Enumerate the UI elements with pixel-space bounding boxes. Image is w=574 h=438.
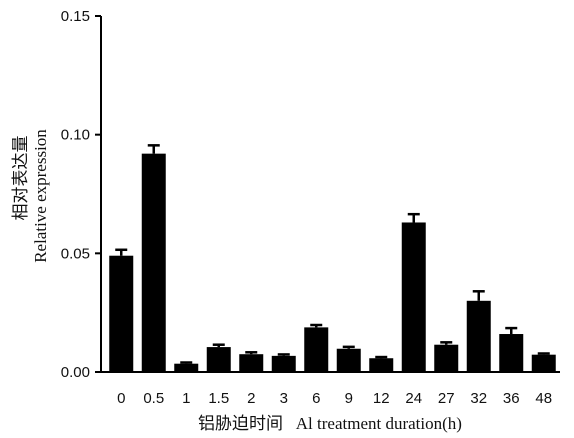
bar-36 <box>499 334 524 372</box>
bar-12 <box>369 358 394 372</box>
y-axis-title-english: Relative expression <box>31 129 50 263</box>
bars <box>109 153 556 372</box>
bar-9 <box>336 348 361 372</box>
x-tick-label: 2 <box>247 390 255 407</box>
bar-1.5 <box>206 347 231 372</box>
x-tick-label: 0.5 <box>143 390 164 407</box>
bar-6 <box>304 327 329 372</box>
x-tick-label: 12 <box>373 390 390 407</box>
y-tick-label: 0.00 <box>61 364 90 381</box>
x-tick-label: 1.5 <box>208 390 229 407</box>
x-tick-label: 24 <box>405 390 422 407</box>
bar-32 <box>466 300 491 372</box>
bar-0 <box>109 255 134 372</box>
bar-3 <box>271 355 296 372</box>
bar-2 <box>239 354 264 372</box>
x-axis-title: 铝胁迫时间 Al treatment duration(h) <box>198 414 462 433</box>
x-tick-label: 27 <box>438 390 455 407</box>
error-bars <box>115 144 550 364</box>
x-tick-label: 0 <box>117 390 125 407</box>
x-axis: 0 0.5 1 1.5 2 3 6 9 12 24 27 32 36 48 <box>101 371 560 407</box>
y-axis: 0.00 0.05 0.10 0.15 <box>61 8 102 381</box>
y-tick-label: 0.05 <box>61 245 90 262</box>
x-tick-label: 3 <box>280 390 288 407</box>
bar-1 <box>174 363 199 372</box>
x-tick-labels: 0 0.5 1 1.5 2 3 6 9 12 24 27 32 36 48 <box>117 390 552 407</box>
x-tick-label: 32 <box>470 390 487 407</box>
bar-27 <box>434 344 459 372</box>
bar-24 <box>401 222 426 372</box>
y-tick-label: 0.15 <box>61 8 90 25</box>
x-tick-label: 1 <box>182 390 190 407</box>
x-tick-label: 9 <box>345 390 353 407</box>
x-tick-label: 36 <box>503 390 520 407</box>
bar-48 <box>531 354 556 372</box>
y-tick-label: 0.10 <box>61 127 90 144</box>
bar-0.5 <box>141 153 166 372</box>
x-tick-label: 48 <box>535 390 552 407</box>
x-tick-label: 6 <box>312 390 320 407</box>
y-axis-title-chinese: 相对表达量 <box>11 136 30 221</box>
y-ticks: 0.00 0.05 0.10 0.15 <box>61 8 101 381</box>
